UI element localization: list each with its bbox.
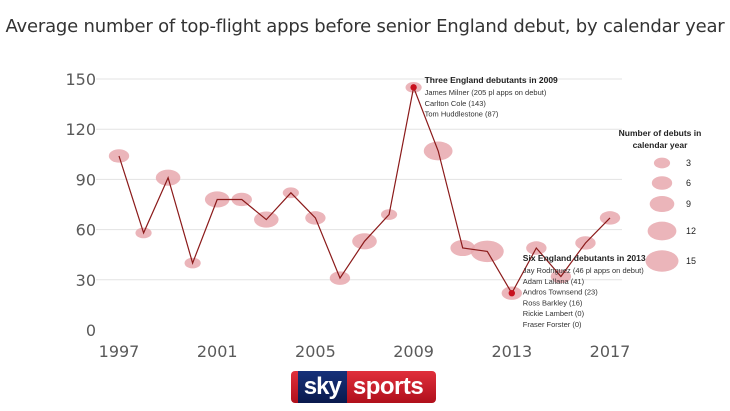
y-tick-label: 30 <box>76 271 96 290</box>
x-tick-label: 2017 <box>590 342 631 361</box>
grid-lines <box>96 78 622 281</box>
x-tick-label: 1997 <box>99 342 140 361</box>
legend-bubble-9 <box>649 195 675 213</box>
x-tick-label: 2001 <box>197 342 238 361</box>
legend-label: 6 <box>686 178 691 188</box>
annotation-line: Rickie Lambert (0) <box>523 309 585 318</box>
logo-sports-text: sports <box>352 373 424 400</box>
x-axis-ticks: 1997 2001 2005 2009 2013 2017 <box>99 342 631 361</box>
bubble-1997 <box>108 149 130 163</box>
annotation-line: Jay Rodriguez (46 pl apps on debut) <box>523 266 644 275</box>
highlight-points <box>410 84 515 297</box>
y-tick-label: 60 <box>76 221 96 240</box>
y-axis-ticks: 0 30 60 90 120 150 <box>65 70 96 340</box>
annotation-line: Andros Townsend (23) <box>523 288 598 297</box>
legend-label: 12 <box>686 226 696 236</box>
annotation-line: Fraser Forster (0) <box>523 320 582 329</box>
legend-title: Number of debuts in <box>619 128 702 138</box>
sky-sports-logo: sky sports <box>291 371 436 403</box>
legend-bubble-3 <box>653 157 671 169</box>
x-tick-label: 2005 <box>295 342 336 361</box>
legend-bubble-15 <box>645 250 679 272</box>
highlight-point-2009 <box>410 84 417 91</box>
highlight-point-2013 <box>508 289 515 297</box>
annotation-title: Six England debutants in 2013 <box>523 253 646 263</box>
annotation-line: James Milner (205 pl apps on debut) <box>425 88 547 97</box>
y-tick-label: 0 <box>86 321 96 340</box>
x-tick-label: 2009 <box>393 342 434 361</box>
y-tick-label: 150 <box>65 70 96 89</box>
annotations: Three England debutants in 2009 James Mil… <box>425 75 646 329</box>
annotation-title: Three England debutants in 2009 <box>425 75 558 85</box>
data-line <box>118 85 611 295</box>
annotation-line: Carlton Cole (143) <box>425 99 487 108</box>
bubble-2017 <box>599 211 621 225</box>
x-tick-label: 2013 <box>491 342 532 361</box>
annotation-line: Tom Huddlestone (87) <box>425 110 499 119</box>
y-tick-label: 90 <box>76 170 96 189</box>
legend-title: calendar year <box>633 140 689 150</box>
legend-bubble-6 <box>651 176 673 190</box>
y-tick-label: 120 <box>65 120 96 139</box>
legend: Number of debuts in calendar year 3 6 9 12 15 <box>619 128 702 272</box>
legend-label: 3 <box>686 158 691 168</box>
chart-title: Average number of top-flight apps before… <box>5 16 725 37</box>
series-line <box>118 85 611 295</box>
annotation-line: Ross Barkley (16) <box>523 298 583 307</box>
annotation-line: Adam Lallana (41) <box>523 277 585 286</box>
legend-bubble-12 <box>647 221 677 241</box>
legend-label: 9 <box>686 199 691 209</box>
logo-sky-text: sky <box>297 371 347 403</box>
legend-label: 15 <box>686 256 696 266</box>
